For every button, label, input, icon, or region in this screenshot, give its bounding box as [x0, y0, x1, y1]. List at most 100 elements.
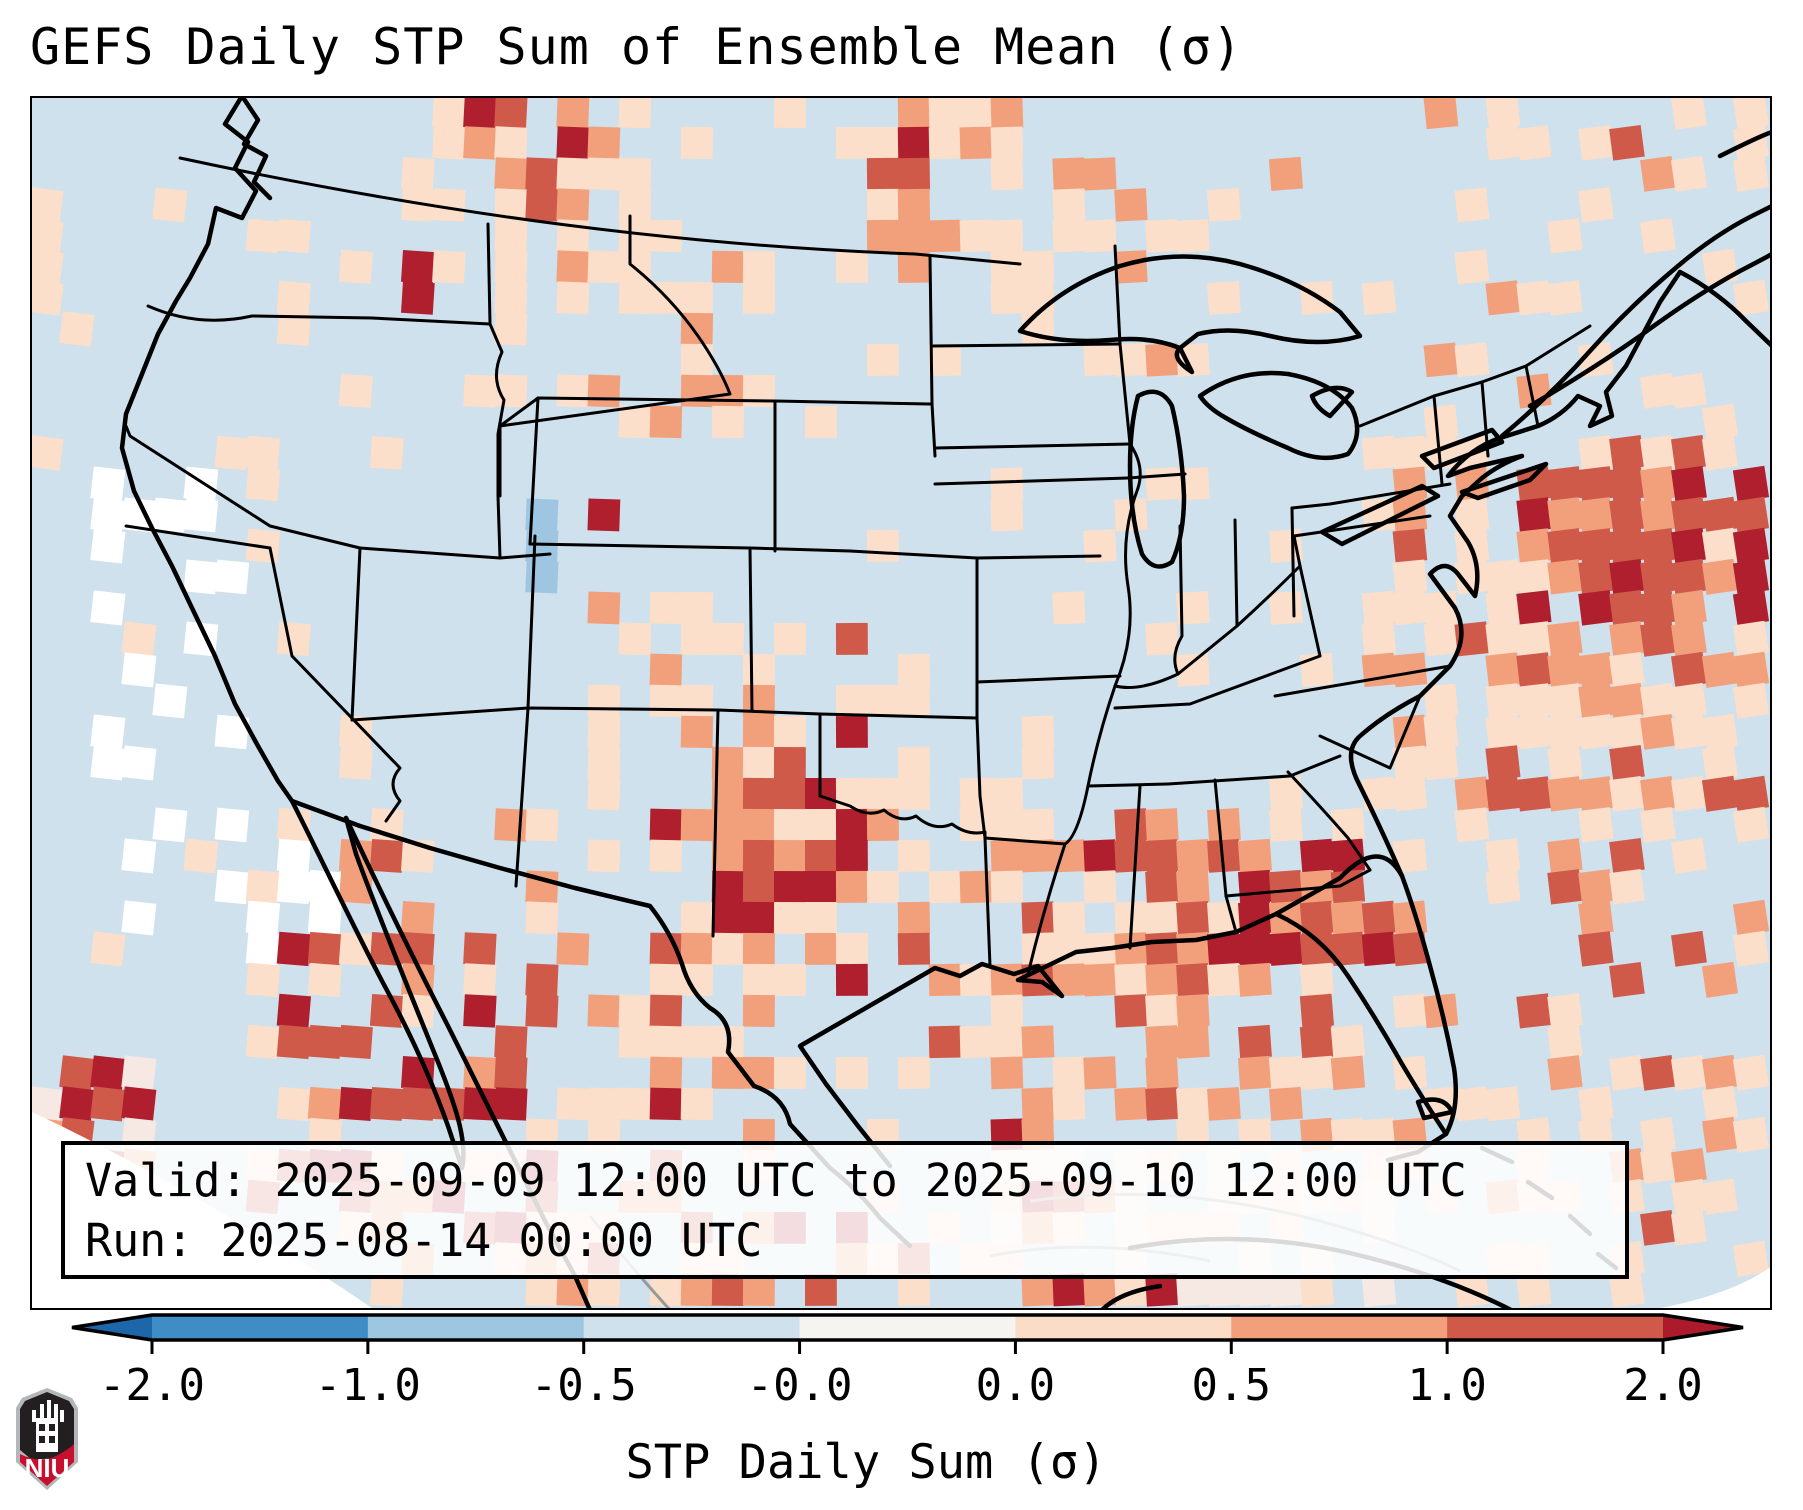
- stp-grid-cell: [400, 901, 435, 935]
- stp-grid-cell: [214, 435, 250, 471]
- stp-grid-cell: [959, 1025, 993, 1059]
- stp-grid-cell: [990, 777, 1024, 811]
- stp-grid-cell: [1021, 1025, 1055, 1059]
- stp-grid-cell: [1670, 682, 1707, 719]
- stp-grid-cell: [649, 1087, 683, 1121]
- stp-grid-cell: [1670, 96, 1707, 130]
- stp-grid-cell: [1207, 280, 1241, 315]
- stp-grid-cell: [1145, 994, 1179, 1028]
- stp-grid-cell: [525, 901, 559, 935]
- stp-grid-cell: [1114, 963, 1148, 997]
- stp-grid-cell: [1547, 838, 1583, 874]
- niu-logo: NIU: [16, 1388, 78, 1490]
- stp-grid-cell: [1176, 1087, 1210, 1121]
- stp-grid-cell: [1052, 591, 1086, 625]
- stp-grid-cell: [121, 1055, 157, 1091]
- stp-grid-cell: [928, 126, 962, 160]
- stp-grid-cell: [30, 187, 64, 223]
- stp-grid-cell: [1207, 900, 1241, 935]
- stp-grid-cell: [214, 807, 250, 843]
- stp-grid-cell: [463, 126, 497, 160]
- stp-grid-cell: [1516, 1272, 1552, 1308]
- stp-grid-cell: [307, 900, 342, 936]
- stp-grid-cell: [897, 839, 931, 873]
- stp-grid-cell: [59, 1055, 95, 1091]
- stp-grid-cell: [30, 218, 64, 254]
- stp-grid-cell: [307, 1024, 342, 1060]
- florida-peninsula: [1273, 854, 1459, 1137]
- border-ny-vt: [1432, 394, 1444, 486]
- border-us-canada: [178, 156, 1022, 266]
- stp-grid-cell: [804, 808, 837, 841]
- stp-grid-cell: [959, 126, 993, 160]
- stp-grid-cell: [1640, 806, 1676, 843]
- stp-grid-cell: [1640, 1116, 1676, 1153]
- stp-grid-cell: [1052, 901, 1086, 935]
- stp-grid-cell: [1547, 218, 1583, 254]
- stp-grid-cell: [742, 281, 775, 314]
- stp-grid-cell: [90, 1086, 126, 1122]
- stp-grid-cell: [1701, 1116, 1738, 1153]
- stp-grid-cell: [183, 497, 219, 533]
- stp-grid-cell: [990, 467, 1024, 501]
- valid-line: Valid: 2025-09-09 12:00 UTC to 2025-09-1…: [85, 1154, 1467, 1207]
- border-red-river: [818, 794, 987, 840]
- run-line: Run: 2025-08-14 00:00 UTC: [85, 1214, 762, 1267]
- stp-grid-cell: [1732, 558, 1770, 595]
- stp-grid-cell: [835, 715, 868, 748]
- border-ut-co: [526, 534, 537, 710]
- stp-grid-cell: [400, 157, 435, 191]
- border-wv-va: [1292, 534, 1322, 658]
- stp-grid-cell: [959, 96, 993, 129]
- stp-grid-cell: [587, 715, 621, 749]
- stp-grid-cell: [1114, 994, 1148, 1028]
- stp-grid-cell: [1423, 342, 1459, 378]
- stp-grid-cell: [432, 126, 466, 160]
- stp-grid-cell: [1021, 312, 1055, 346]
- stp-grid-cell: [1701, 403, 1738, 440]
- stp-grid-cell: [152, 683, 188, 719]
- stp-grid-cell: [618, 157, 652, 191]
- stp-grid-cell: [1423, 683, 1459, 719]
- stp-grid-cell: [866, 529, 899, 562]
- stp-grid-cell: [587, 1273, 621, 1307]
- stp-grid-cell: [494, 250, 528, 284]
- stp-grid-cell: [959, 219, 993, 253]
- stp-grid-cell: [90, 497, 126, 533]
- stp-grid-cell: [1516, 528, 1552, 564]
- border-nv-ut: [350, 546, 362, 722]
- stp-grid-cell: [30, 1086, 64, 1122]
- stp-grid-cell: [990, 250, 1024, 284]
- stp-grid-cell: [307, 1086, 342, 1122]
- stp-grid-cell: [587, 839, 621, 873]
- valid-run-box: Valid: 2025-09-09 12:00 UTC to 2025-09-1…: [61, 1141, 1629, 1279]
- stp-grid-cell: [1145, 870, 1179, 904]
- stp-grid-cell: [525, 808, 559, 842]
- border-wa-or: [146, 304, 492, 326]
- stp-grid-cell: [1516, 466, 1552, 502]
- border-az-nm: [514, 706, 530, 888]
- stp-grid-cell: [680, 715, 714, 749]
- stp-grid-cell: [1701, 961, 1738, 998]
- stp-grid-cell: [618, 405, 652, 439]
- colorbar-segment: [1447, 1315, 1664, 1340]
- stp-grid-cell: [1485, 652, 1521, 688]
- stp-grid-cell: [90, 466, 126, 502]
- map-axes: Valid: 2025-09-09 12:00 UTC to 2025-09-1…: [30, 96, 1772, 1310]
- border-sd-ne: [933, 442, 1132, 450]
- stp-grid-cell: [1732, 806, 1770, 843]
- stp-grid-cell: [1640, 527, 1676, 564]
- stp-grid-cell: [1454, 559, 1490, 595]
- stp-grid-cell: [1392, 652, 1428, 688]
- colorbar-label: STP Daily Sum (σ): [625, 1435, 1106, 1490]
- stp-grid-cell: [587, 250, 621, 284]
- stp-grid-cell: [990, 126, 1024, 160]
- stp-grid-cell: [742, 963, 775, 996]
- stp-grid-cell: [1640, 682, 1676, 719]
- stp-grid-cell: [1485, 125, 1521, 161]
- stp-grid-cell: [587, 994, 621, 1028]
- stp-grid-cell: [649, 1056, 683, 1090]
- stp-grid-cell: [183, 466, 219, 502]
- stp-grid-cell: [1299, 1272, 1335, 1307]
- border-mt-nd: [928, 254, 937, 458]
